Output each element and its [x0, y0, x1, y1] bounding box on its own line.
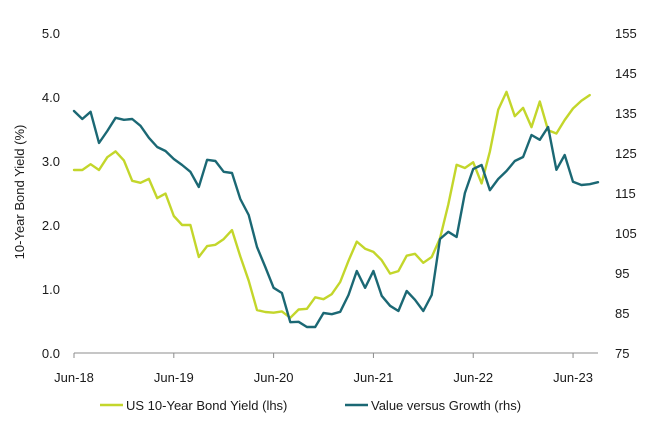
y-right-tick-label: 85: [615, 306, 629, 321]
left-axis: 10-Year Bond Yield (%) 0.0 1.0 2.0 3.0 4.0 5.…: [12, 26, 60, 361]
legend: US 10-Year Bond Yield (lhs) Value versus…: [100, 398, 521, 413]
y-left-tick-label: 2.0: [42, 218, 60, 233]
y-right-tick-label: 105: [615, 226, 637, 241]
x-tick-label: Jun-19: [154, 370, 194, 385]
y-left-tick-label: 3.0: [42, 154, 60, 169]
series-layer: [72, 90, 600, 329]
x-tick-label: Jun-21: [354, 370, 394, 385]
y-right-tick-label: 155: [615, 26, 637, 41]
y-axis-left-title: 10-Year Bond Yield (%): [12, 125, 27, 260]
right-tick-labels: 75 85 95 105 115 125 135 145 155: [615, 26, 637, 361]
legend-item-us-10-year-bond-yield: US 10-Year Bond Yield (lhs): [100, 398, 287, 413]
y-right-tick-label: 145: [615, 66, 637, 81]
y-right-tick-label: 95: [615, 266, 629, 281]
x-tick-label: Jun-18: [54, 370, 94, 385]
y-right-tick-label: 135: [615, 106, 637, 121]
left-tick-labels: 0.0 1.0 2.0 3.0 4.0 5.0: [42, 26, 60, 361]
legend-item-value-versus-growth: Value versus Growth (rhs): [345, 398, 521, 413]
series-line-value-versus-growth: [72, 109, 600, 329]
legend-label-us-10-year-bond-yield: US 10-Year Bond Yield (lhs): [126, 398, 287, 413]
x-tick-label: Jun-20: [254, 370, 294, 385]
x-axis-ticks: Jun-18 Jun-19 Jun-20 Jun-21 Jun-22 Jun-23: [54, 353, 593, 385]
series-line-us-10-year-bond-yield: [72, 90, 591, 319]
y-left-tick-label: 1.0: [42, 282, 60, 297]
y-right-tick-label: 75: [615, 346, 629, 361]
x-tick-label: Jun-23: [553, 370, 593, 385]
legend-label-value-versus-growth: Value versus Growth (rhs): [371, 398, 521, 413]
x-tick-label: Jun-22: [453, 370, 493, 385]
y-left-tick-label: 0.0: [42, 346, 60, 361]
y-right-tick-label: 115: [615, 186, 636, 201]
y-right-tick-label: 125: [615, 146, 637, 161]
y-left-tick-label: 5.0: [42, 26, 60, 41]
y-left-tick-label: 4.0: [42, 90, 60, 105]
